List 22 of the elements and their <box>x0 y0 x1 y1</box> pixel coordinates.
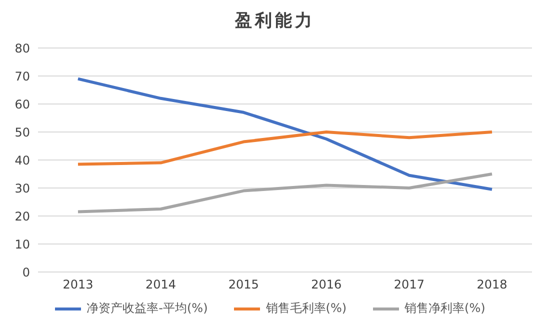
y-tick-label: 10 <box>14 237 30 252</box>
y-tick-label: 80 <box>14 41 30 56</box>
legend-label: 销售毛利率(%) <box>266 300 347 317</box>
line-series <box>76 172 494 214</box>
x-tick-label: 2015 <box>228 278 259 292</box>
x-tick-label: 2016 <box>311 278 342 292</box>
x-tick-label: 2013 <box>62 278 94 292</box>
y-tick-label: 20 <box>14 209 30 224</box>
legend-label: 销售净利率(%) <box>404 300 486 317</box>
x-tick-label: 2018 <box>476 278 508 292</box>
y-tick-label: 50 <box>14 125 30 140</box>
y-tick-label: 40 <box>14 153 30 168</box>
y-tick-label: 30 <box>14 181 30 196</box>
chart-title: 盈利能力 <box>234 10 316 33</box>
y-tick-label: 60 <box>14 97 30 112</box>
legend-label: 净资产收益率-平均(%) <box>86 300 208 317</box>
y-tick-label: 70 <box>14 69 30 84</box>
line-series <box>76 77 494 191</box>
x-tick-label: 2014 <box>146 278 176 292</box>
y-tick-label: 0 <box>22 265 30 280</box>
line-series <box>76 130 494 166</box>
x-tick-label: 2017 <box>394 278 424 292</box>
